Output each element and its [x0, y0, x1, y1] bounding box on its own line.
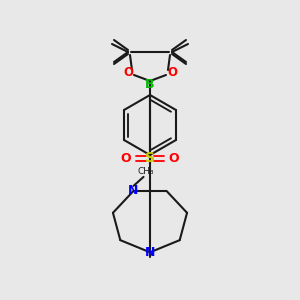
Text: O: O: [169, 152, 179, 164]
Text: S: S: [145, 151, 155, 165]
Text: B: B: [145, 79, 155, 92]
Text: N: N: [128, 184, 139, 197]
Text: O: O: [121, 152, 131, 164]
Text: O: O: [167, 67, 177, 80]
Text: N: N: [145, 246, 155, 259]
Text: O: O: [123, 67, 133, 80]
Text: CH₃: CH₃: [137, 167, 154, 176]
